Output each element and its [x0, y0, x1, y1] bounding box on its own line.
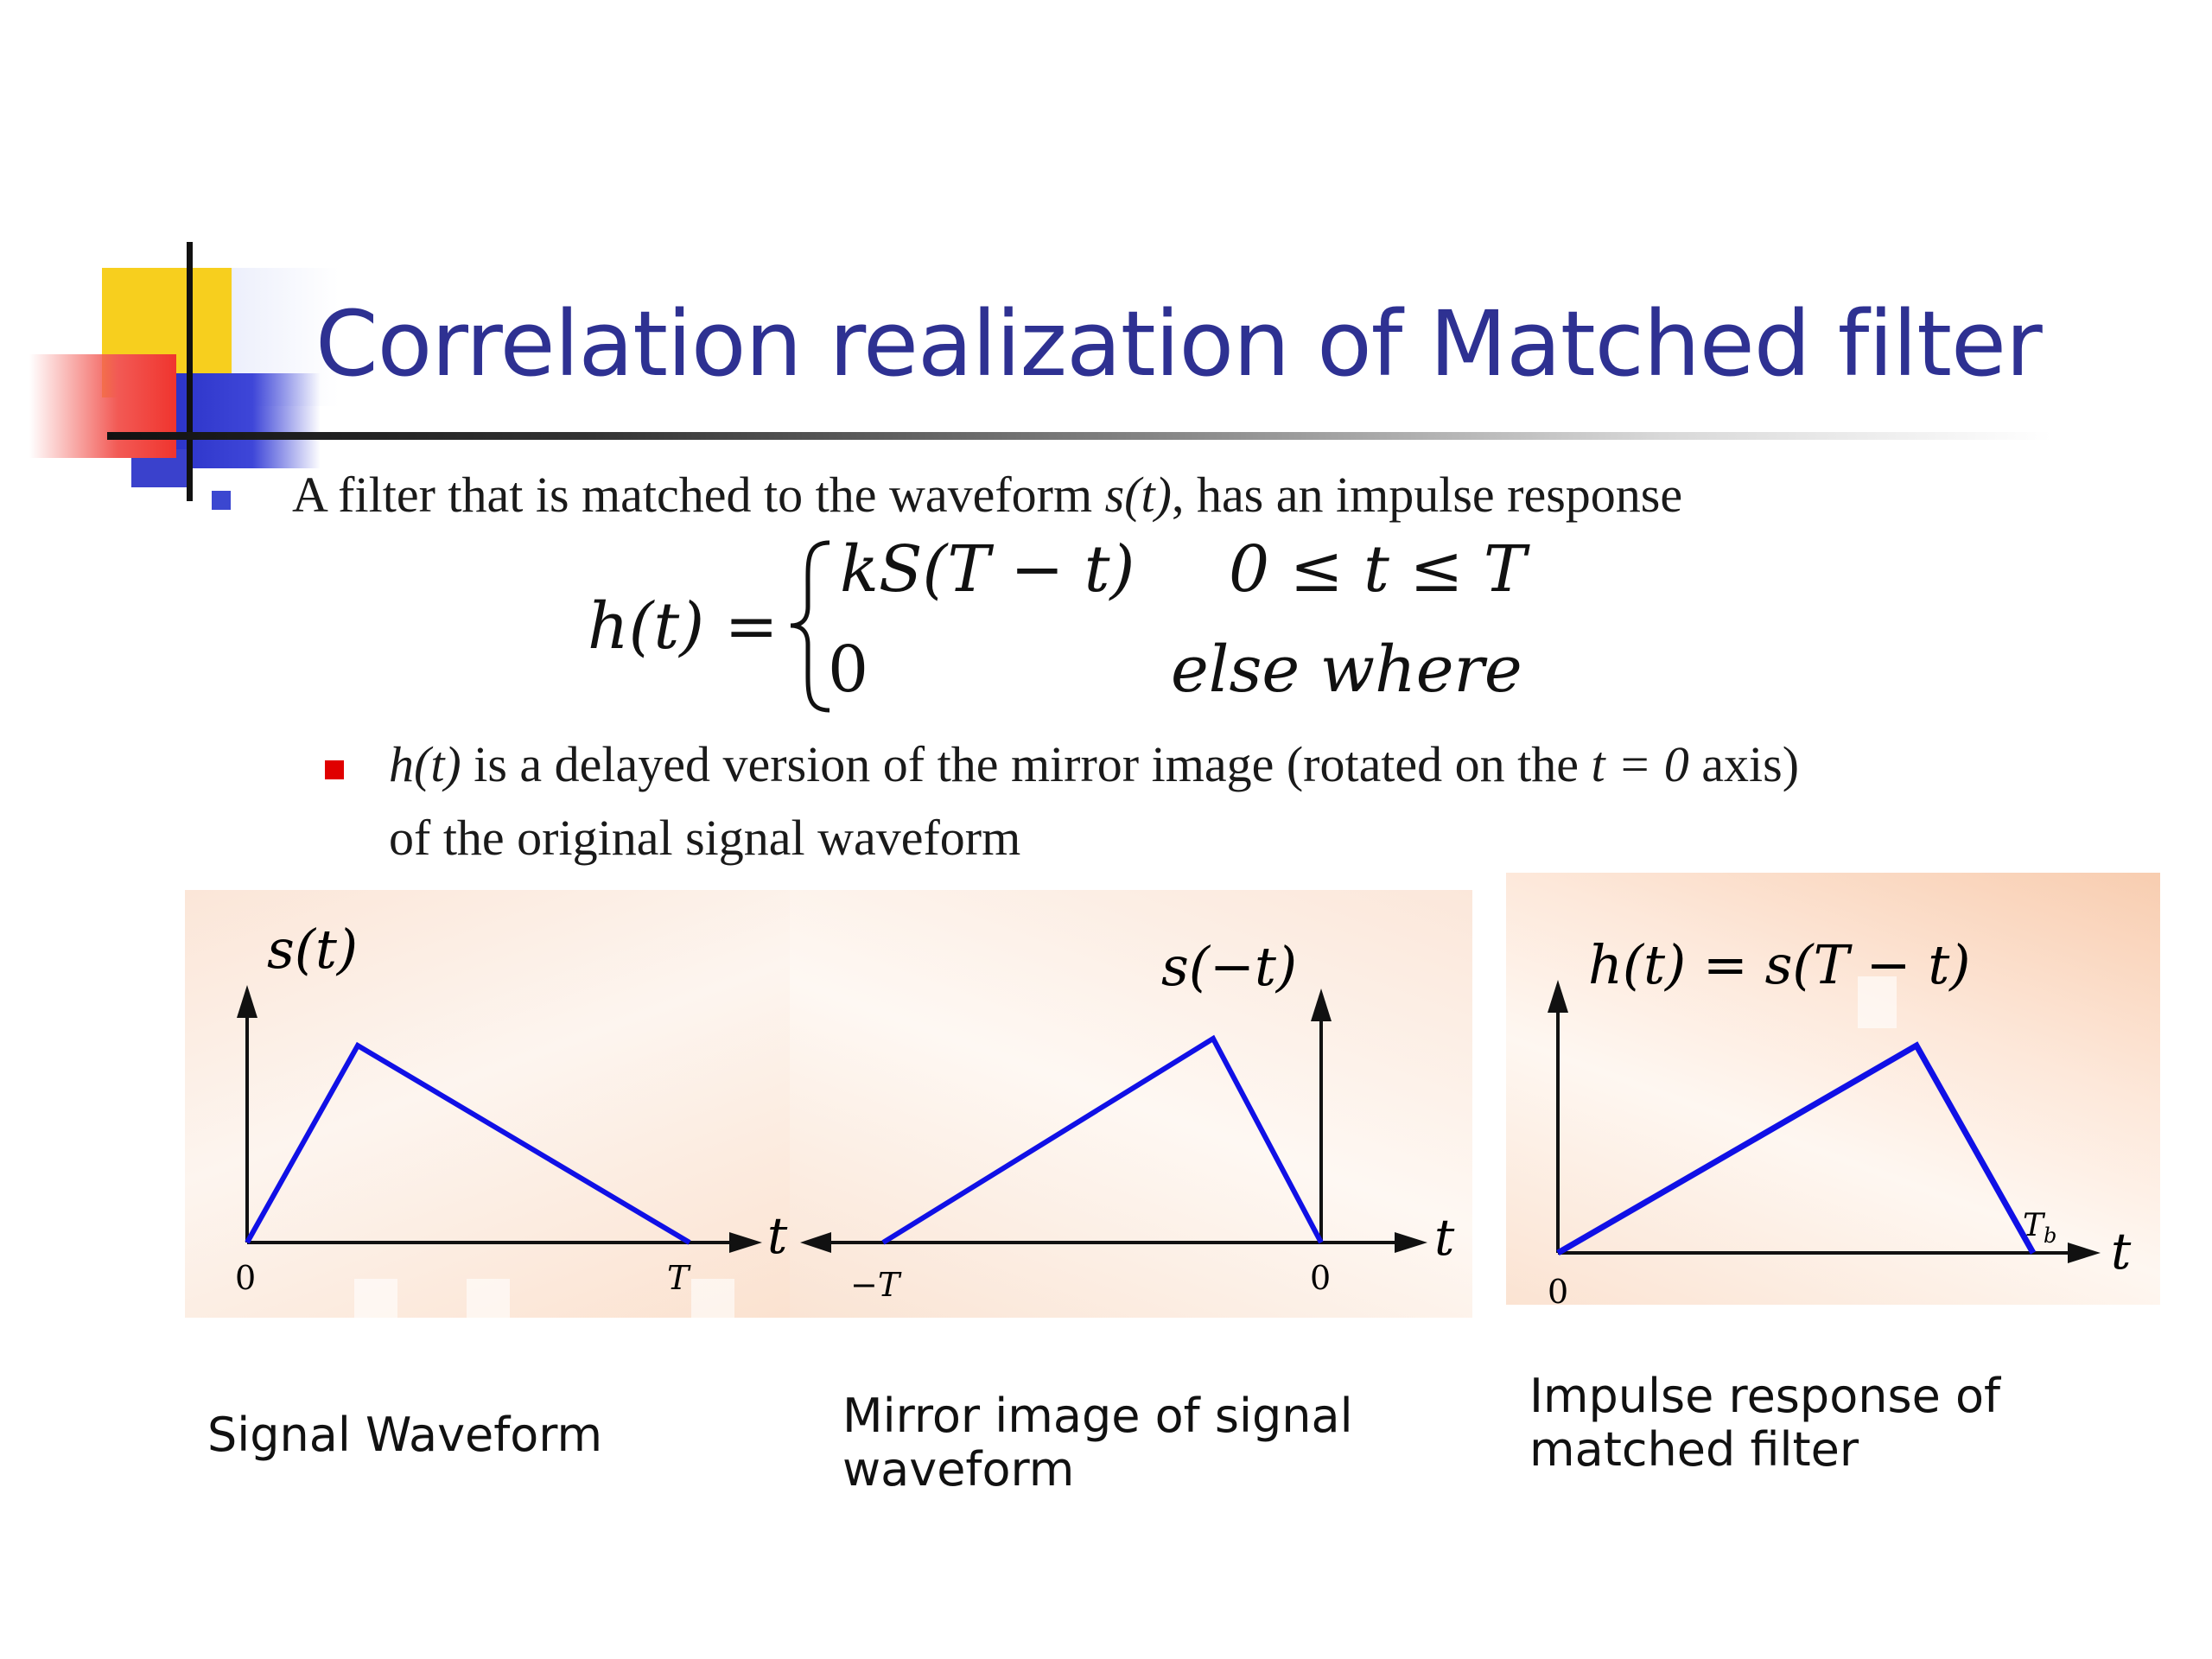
caption-signal-waveform: Signal Waveform — [207, 1408, 603, 1462]
sub-bullet-text-line2: of the original signal waveform — [389, 810, 1021, 866]
impulse-Tb-label: Tb — [2023, 1208, 2056, 1248]
equation-lhs: h(t) = — [588, 589, 779, 664]
impulse-y-arrow — [1548, 980, 1568, 1013]
decor-square — [467, 1279, 510, 1318]
mirror-minusT-label: −T — [850, 1266, 902, 1304]
impulse-x-arrow — [2068, 1243, 2101, 1263]
signal-ylabel: s(t) — [267, 918, 358, 981]
mirror-y-arrow — [1311, 988, 1332, 1021]
decor-block-blue — [169, 373, 321, 468]
signal-y-arrow — [237, 985, 257, 1018]
bullet-marker — [212, 491, 231, 510]
mirror-waveform-plot: s(−t) t 0 −T — [800, 935, 1455, 1304]
impulse-waveform-line — [1556, 1041, 2037, 1256]
bullet1-text-before: A filter that is matched to the waveform — [292, 467, 1105, 523]
signal-waveform-line — [245, 1041, 691, 1245]
bullet1-text-after: , has an impulse response — [1171, 467, 1683, 523]
sub-bullet-marker — [325, 760, 344, 779]
decor-square — [691, 1279, 734, 1318]
decor-square — [354, 1279, 397, 1318]
impulse-ylabel: h(t) = s(T − t) — [1588, 933, 1970, 996]
decor-square — [1858, 976, 1897, 1028]
mirror-plot-background — [790, 890, 1472, 1318]
bullet-text-1: A filter that is matched to the waveform… — [292, 465, 1682, 525]
signal-x-arrow — [729, 1232, 762, 1253]
title-underline — [107, 432, 2051, 440]
decor-vertical-line — [187, 242, 193, 501]
decor-block-red — [29, 354, 176, 458]
slide-title: Correlation realization of Matched filte… — [315, 291, 2043, 397]
equation-row1-expr: kS(T − t) — [840, 532, 1135, 607]
equation-row2-expr: 0 — [828, 632, 869, 707]
mirror-origin-label: 0 — [1310, 1259, 1331, 1297]
bullet1-signal: s(t) — [1104, 467, 1172, 523]
signal-plot-background — [185, 890, 790, 1318]
caption-mirror-image: Mirror image of signal waveform — [842, 1389, 1353, 1497]
sub-bullet-text-line1: h(t) is a delayed version of the mirror … — [389, 736, 1800, 792]
signal-T-label: T — [667, 1259, 691, 1297]
equation-brace — [790, 540, 830, 713]
sub-bullet-ht: h(t) — [389, 736, 461, 792]
mirror-xlabel: t — [1434, 1208, 1455, 1267]
signal-origin-label: 0 — [235, 1259, 256, 1297]
equation-row1-cond: 0 ≤ t ≤ T — [1229, 532, 1527, 607]
signal-xlabel: t — [767, 1206, 788, 1265]
mirror-ylabel: s(−t) — [1161, 935, 1297, 998]
equation-row2-cond: else where — [1171, 632, 1522, 707]
mirror-x-right-arrow — [1395, 1232, 1427, 1253]
impulse-xlabel: t — [2111, 1222, 2132, 1281]
impulse-response-plot: h(t) = s(T − t) t 0 Tb — [1548, 933, 2132, 1305]
mirror-x-left-arrow — [800, 1232, 831, 1253]
impulse-plot-background — [1506, 873, 2160, 1305]
sub-bullet-t0: t = 0 — [1591, 736, 1689, 792]
signal-waveform-plot: s(t) t 0 T — [235, 918, 788, 1297]
impulse-origin-label: 0 — [1548, 1273, 1568, 1305]
caption-impulse-response: Impulse response of matched filter — [1529, 1369, 2001, 1477]
mirror-waveform-line — [881, 1034, 1324, 1245]
